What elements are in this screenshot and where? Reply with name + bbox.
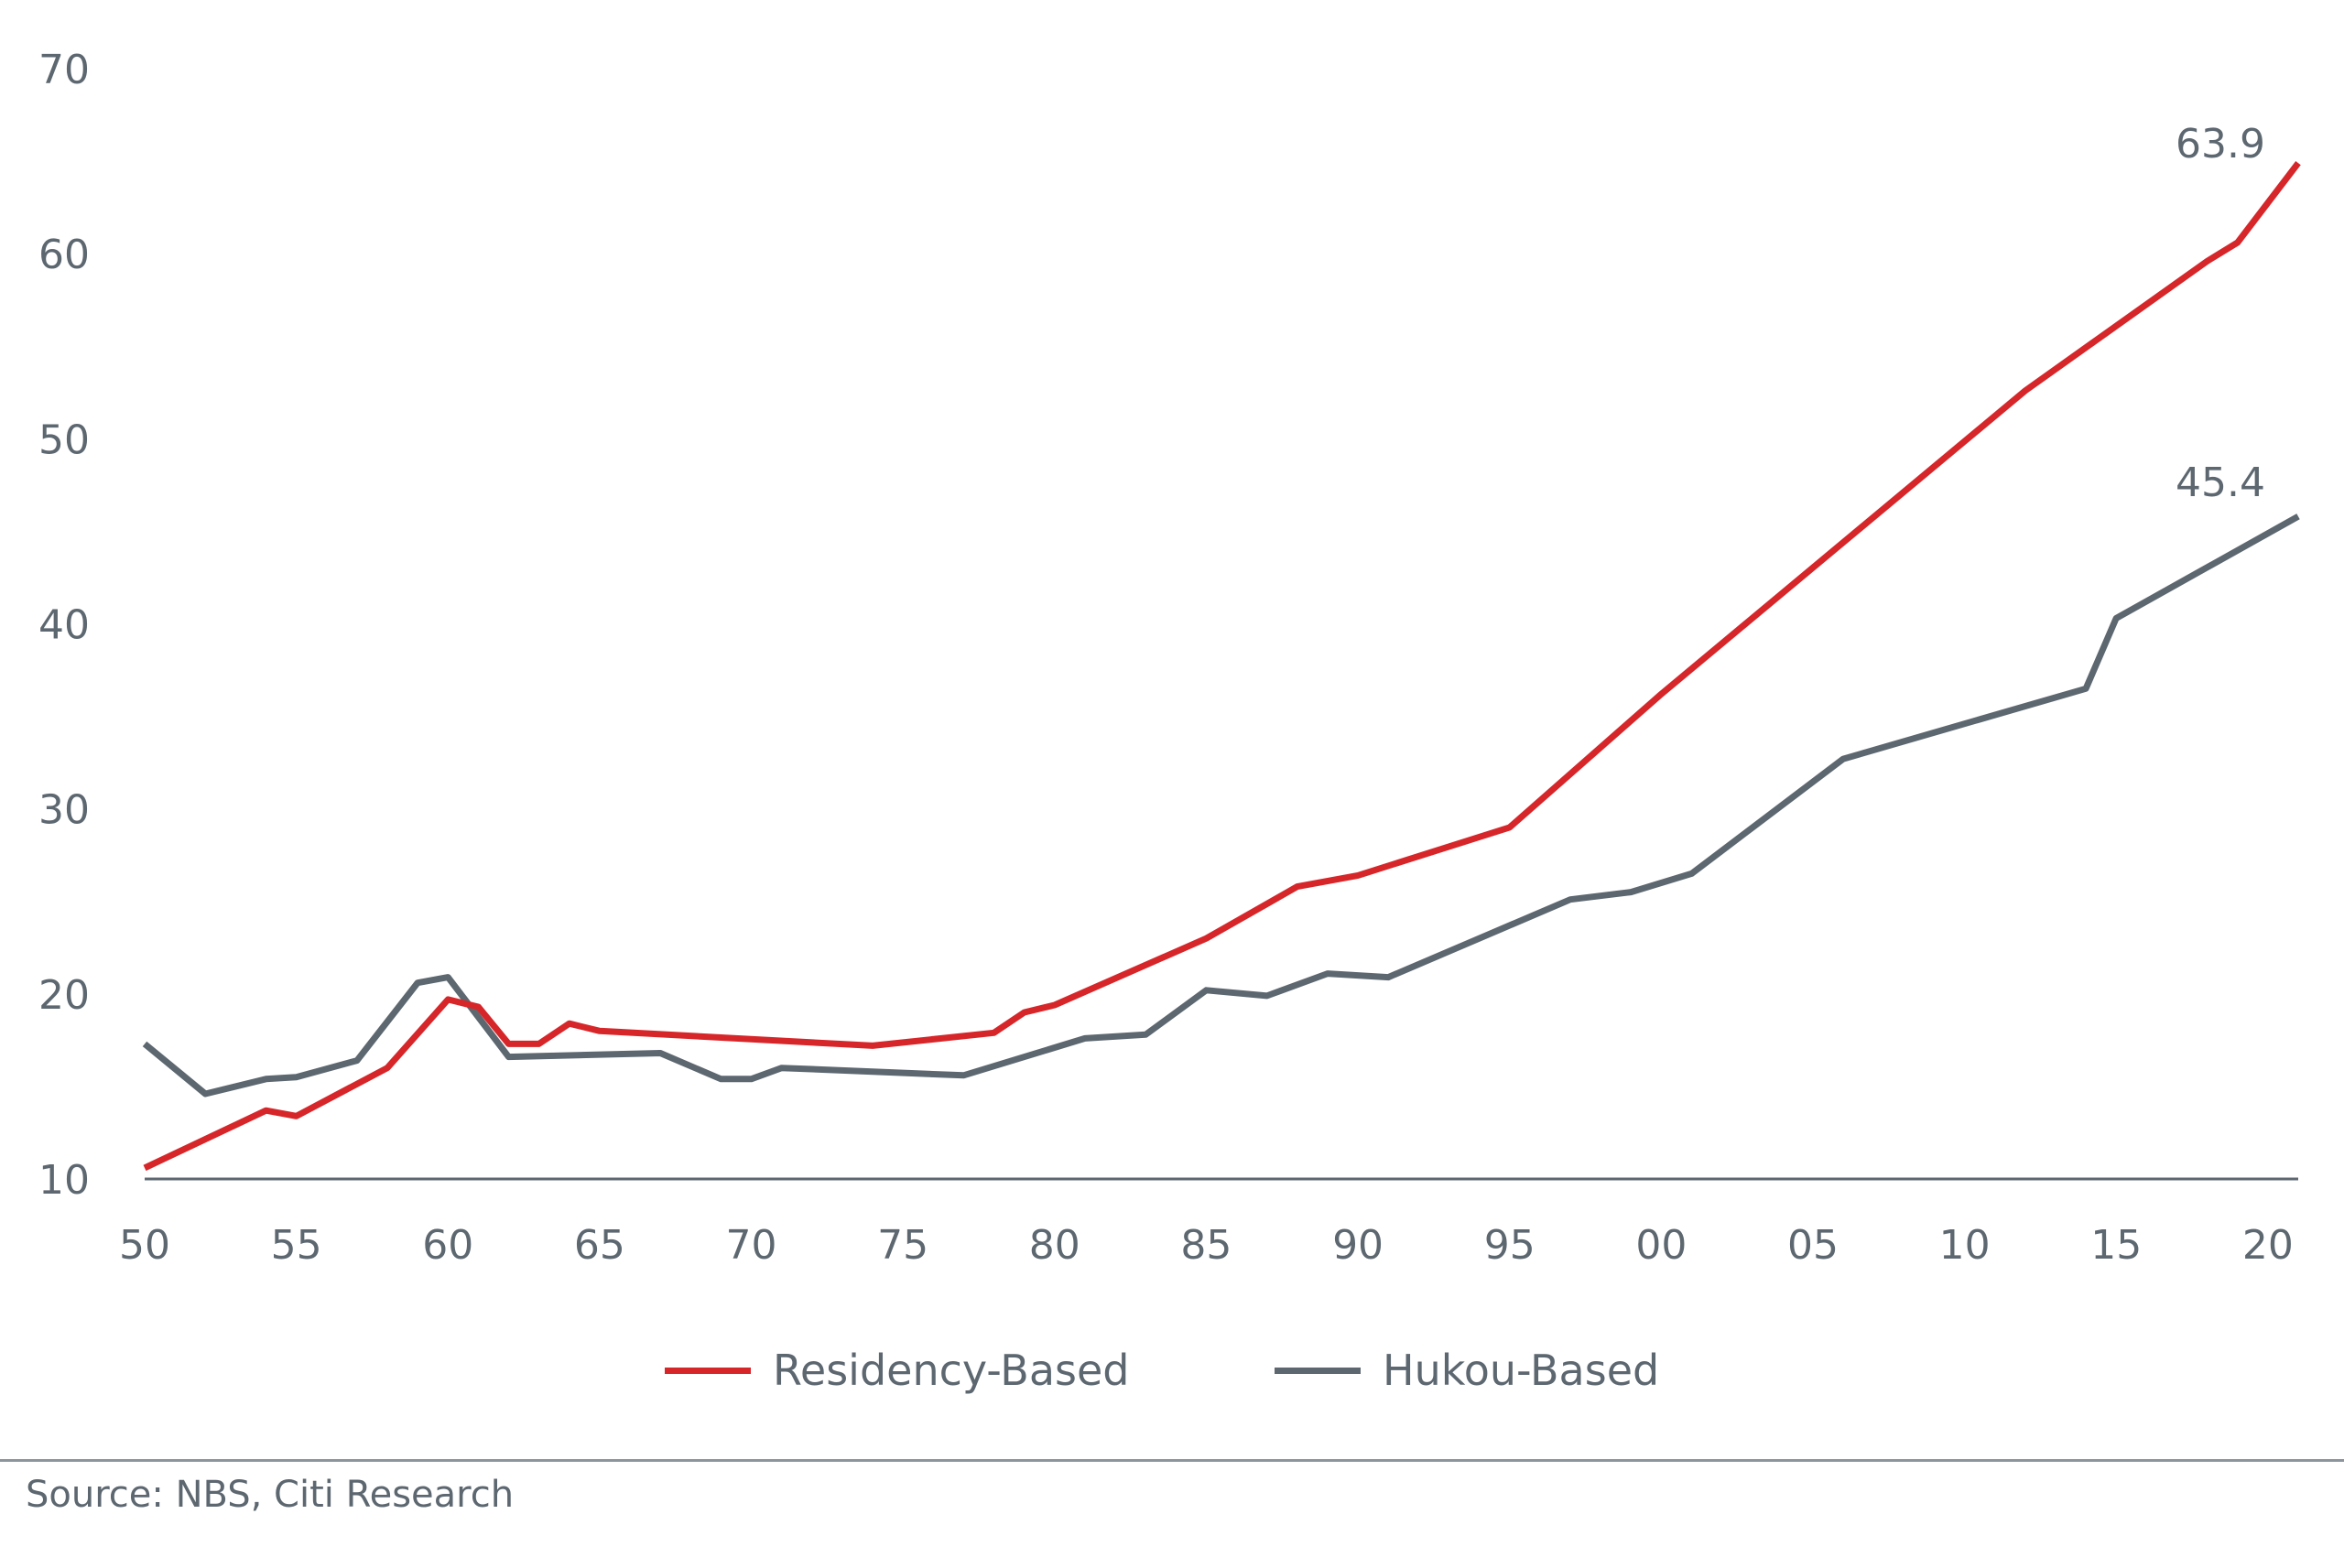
series-lines (142, 160, 2301, 1172)
x-tick-label: 15 (2090, 1222, 2142, 1269)
x-tick-label: 50 (119, 1222, 170, 1269)
legend-item-hukou: Hukou-Based (1275, 1338, 1659, 1402)
y-tick-label: 40 (38, 602, 90, 649)
x-tick-label: 80 (1029, 1222, 1080, 1269)
x-tick-label: 70 (726, 1222, 777, 1269)
legend-swatch-hukou (1275, 1367, 1361, 1374)
x-axis-tick-labels: 50 55 60 65 70 75 80 85 90 95 00 05 10 15 20 (119, 1222, 2294, 1269)
x-tick-label: 75 (877, 1222, 928, 1269)
y-tick-label: 30 (38, 787, 90, 834)
legend-item-residency: Residency-Based (665, 1338, 1129, 1402)
y-axis-tick-labels: 10 20 30 40 50 60 70 (38, 47, 90, 1204)
end-label-hukou: 45.4 (2176, 460, 2265, 506)
legend-label-hukou: Hukou-Based (1383, 1346, 1660, 1395)
x-tick-label: 10 (1939, 1222, 1991, 1269)
y-tick-label: 60 (38, 232, 90, 278)
series-line-hukou (142, 514, 2300, 1098)
series-line-residency (143, 160, 2301, 1172)
end-label-residency: 63.9 (2176, 121, 2265, 168)
legend: Residency-Based Hukou-Based (0, 1338, 2344, 1402)
y-tick-label: 70 (38, 47, 90, 93)
x-tick-label: 60 (422, 1222, 473, 1269)
y-tick-label: 20 (38, 972, 90, 1019)
legend-label-residency: Residency-Based (773, 1346, 1130, 1395)
x-tick-label: 95 (1484, 1222, 1536, 1269)
end-value-labels: 63.9 45.4 (2176, 121, 2265, 506)
footer-divider (0, 1459, 2344, 1462)
y-tick-label: 10 (38, 1157, 90, 1204)
x-tick-label: 85 (1180, 1222, 1232, 1269)
x-tick-label: 65 (574, 1222, 625, 1269)
x-tick-label: 55 (271, 1222, 322, 1269)
line-chart: 10 20 30 40 50 60 70 50 55 60 65 70 75 80 85 90 95 00 05 1… (38, 47, 2301, 1269)
x-tick-label: 00 (1635, 1222, 1687, 1269)
x-tick-label: 20 (2242, 1222, 2294, 1269)
x-tick-label: 90 (1332, 1222, 1384, 1269)
y-tick-label: 50 (38, 416, 90, 463)
source-note: Source: NBS, Citi Research (26, 1474, 515, 1516)
x-tick-label: 05 (1787, 1222, 1839, 1269)
legend-swatch-residency (665, 1367, 751, 1374)
